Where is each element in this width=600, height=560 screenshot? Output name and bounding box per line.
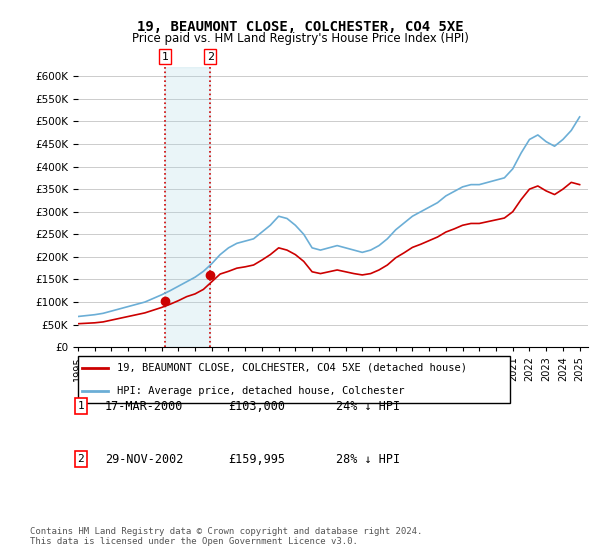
Text: 28% ↓ HPI: 28% ↓ HPI: [336, 452, 400, 466]
Text: 17-MAR-2000: 17-MAR-2000: [105, 399, 184, 413]
Text: £159,995: £159,995: [228, 452, 285, 466]
Text: 19, BEAUMONT CLOSE, COLCHESTER, CO4 5XE (detached house): 19, BEAUMONT CLOSE, COLCHESTER, CO4 5XE …: [117, 362, 467, 372]
Text: 19, BEAUMONT CLOSE, COLCHESTER, CO4 5XE: 19, BEAUMONT CLOSE, COLCHESTER, CO4 5XE: [137, 20, 463, 34]
Text: Price paid vs. HM Land Registry's House Price Index (HPI): Price paid vs. HM Land Registry's House …: [131, 32, 469, 45]
Text: 1: 1: [161, 52, 169, 62]
Text: Contains HM Land Registry data © Crown copyright and database right 2024.
This d: Contains HM Land Registry data © Crown c…: [30, 526, 422, 546]
Text: 2: 2: [77, 454, 85, 464]
Text: 2: 2: [207, 52, 214, 62]
Text: 29-NOV-2002: 29-NOV-2002: [105, 452, 184, 466]
Text: HPI: Average price, detached house, Colchester: HPI: Average price, detached house, Colc…: [117, 386, 404, 396]
Text: 1: 1: [77, 401, 85, 411]
Bar: [165, 67, 210, 347]
Text: £103,000: £103,000: [228, 399, 285, 413]
Text: 24% ↓ HPI: 24% ↓ HPI: [336, 399, 400, 413]
FancyBboxPatch shape: [78, 356, 510, 403]
